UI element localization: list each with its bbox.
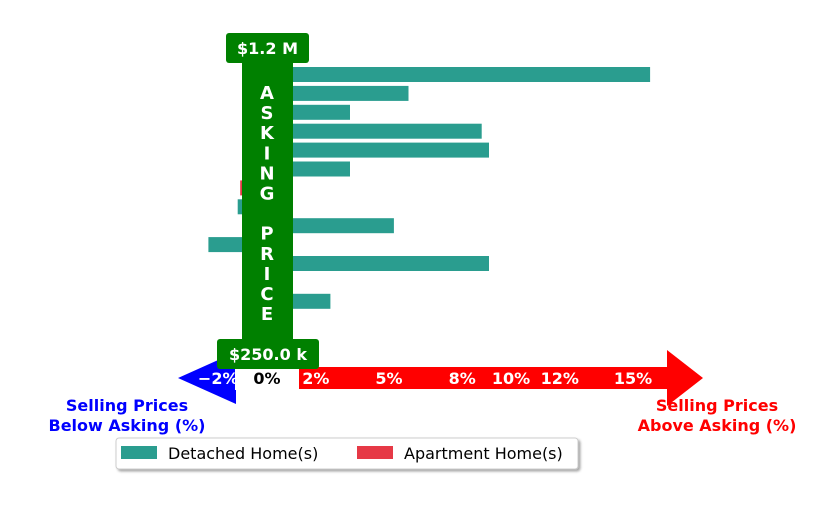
asking-price-column bbox=[242, 62, 293, 342]
zero-gap bbox=[235, 366, 299, 390]
legend-swatch bbox=[357, 446, 393, 459]
asking-price-letter: A bbox=[260, 83, 274, 104]
legend-box bbox=[115, 437, 579, 470]
x-tick-label: 2% bbox=[302, 369, 329, 388]
x-tick-label: 8% bbox=[449, 369, 476, 388]
detached-bar bbox=[267, 256, 489, 271]
asking-price-letter: G bbox=[260, 184, 275, 205]
asking-price-letter: K bbox=[260, 123, 275, 144]
asking-price-letter: S bbox=[261, 103, 274, 124]
asking-price-letter: N bbox=[259, 163, 274, 184]
legend-label: Apartment Home(s) bbox=[404, 444, 563, 463]
x-tick-label: 12% bbox=[541, 369, 579, 388]
top-price-label: $1.2 M bbox=[237, 39, 298, 58]
top-price-box bbox=[226, 33, 309, 63]
x-tick-label: 5% bbox=[375, 369, 402, 388]
axis-layer: −2% 0% 2% 5% 8% 10% 12% 15% bbox=[178, 350, 703, 406]
detached-bar bbox=[267, 85, 409, 101]
asking-price-letter: C bbox=[260, 284, 273, 305]
above-asking-label: Above Asking (%) bbox=[638, 416, 797, 435]
below-asking-label: Selling Prices bbox=[66, 396, 188, 415]
bottom-price-label: $250.0 k bbox=[229, 345, 307, 364]
legend[interactable]: Detached Home(s) Apartment Home(s) bbox=[115, 437, 579, 470]
x-tick-label: 0% bbox=[253, 369, 280, 388]
below-asking-arrow bbox=[178, 352, 267, 404]
detached-bar bbox=[267, 142, 489, 158]
bottom-price-box bbox=[217, 339, 319, 369]
above-asking-label: Selling Prices bbox=[656, 396, 778, 415]
asking-price-letter: I bbox=[264, 143, 271, 164]
detached-bar bbox=[267, 218, 394, 234]
x-tick-label: 10% bbox=[492, 369, 530, 388]
below-asking-label: Below Asking (%) bbox=[49, 416, 206, 435]
above-asking-arrow bbox=[267, 350, 703, 406]
detached-bar bbox=[267, 123, 482, 139]
asking-price-letter: P bbox=[260, 224, 273, 245]
legend-label: Detached Home(s) bbox=[168, 444, 318, 463]
x-tick-label: 15% bbox=[614, 369, 652, 388]
legend-swatch bbox=[121, 446, 157, 459]
x-tick-label: −2% bbox=[198, 369, 239, 388]
asking-price-letter: R bbox=[260, 244, 274, 265]
asking-price-letter: I bbox=[264, 264, 271, 285]
asking-price-letter: E bbox=[261, 304, 273, 325]
detached-bar bbox=[267, 67, 651, 82]
